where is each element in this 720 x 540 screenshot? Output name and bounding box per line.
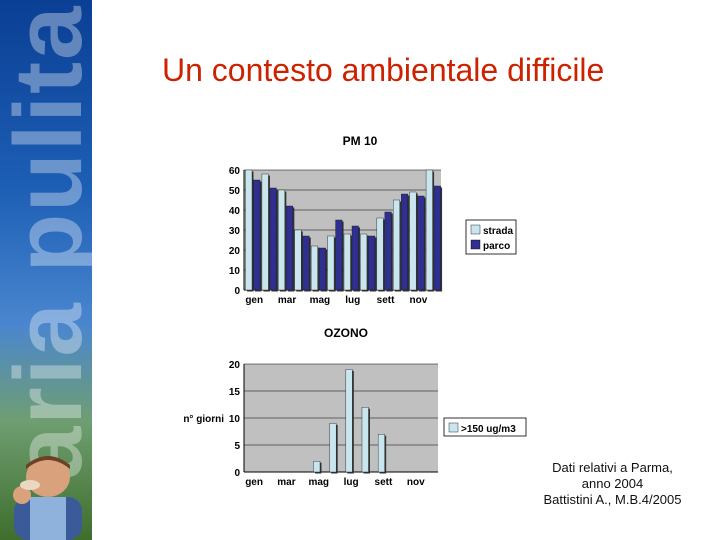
legend-label: >150 ug/m3 <box>461 424 516 435</box>
caption-line-3: Battistini A., M.B.4/2005 <box>543 492 682 507</box>
bar <box>302 235 310 291</box>
bar <box>425 169 433 291</box>
x-tick-label: mag <box>310 295 331 306</box>
bar <box>361 407 369 473</box>
bar <box>376 217 384 291</box>
bar <box>345 369 353 473</box>
bar <box>286 205 294 291</box>
legend-box <box>443 417 527 437</box>
bar <box>318 247 326 291</box>
y-tick-label: 0 <box>234 286 240 297</box>
x-tick-label: lug <box>345 295 360 306</box>
caption-line-1: Dati relativi a Parma, <box>552 460 673 475</box>
legend-swatch <box>470 224 481 235</box>
bar <box>409 191 417 291</box>
caption-line-2: anno 2004 <box>581 476 644 491</box>
x-tick-label: mar <box>278 295 296 306</box>
y-tick-label: 60 <box>229 166 241 177</box>
x-tick-label: sett <box>377 295 395 306</box>
y-tick-label: 30 <box>229 226 241 237</box>
bar <box>417 195 425 291</box>
x-tick-label: sett <box>375 477 393 488</box>
ozono-chart: OZONO 0 5 10 15 20 gen mar mag lug sett nov n° giorn… <box>183 326 527 488</box>
bar <box>368 235 376 291</box>
bar <box>329 423 337 473</box>
x-tick-label: mar <box>277 477 295 488</box>
bar <box>310 245 318 291</box>
bar <box>384 211 392 291</box>
legend-label: strada <box>483 226 513 237</box>
y-tick-label: 0 <box>234 468 240 479</box>
bar <box>253 179 261 291</box>
bar <box>351 225 359 291</box>
chart-title: OZONO <box>324 326 368 340</box>
bar <box>294 229 302 291</box>
y-tick-label: 10 <box>229 266 241 277</box>
bar <box>401 193 408 291</box>
sidebar-banner: aria pulita <box>0 0 92 540</box>
bar <box>278 189 286 291</box>
y-tick-label: 20 <box>229 360 241 371</box>
legend-swatch <box>470 239 481 250</box>
y-tick-label: 5 <box>234 441 240 452</box>
bar <box>269 187 277 291</box>
source-caption: Dati relativi a Parma, anno 2004 Battist… <box>530 460 695 508</box>
y-tick-label: 15 <box>229 387 241 398</box>
bar <box>393 199 400 291</box>
bar <box>360 233 368 291</box>
bar <box>261 173 269 291</box>
x-tick-label: lug <box>344 477 359 488</box>
bar <box>245 169 253 291</box>
y-tick-label: 40 <box>229 206 241 217</box>
bar <box>313 461 321 473</box>
y-axis-label: n° giorni <box>183 414 224 425</box>
bar <box>433 185 441 291</box>
legend-label: parco <box>483 241 510 252</box>
x-tick-label: mag <box>308 477 329 488</box>
legend-swatch <box>448 422 459 433</box>
y-tick-label: 50 <box>229 186 241 197</box>
x-tick-label: nov <box>409 295 427 306</box>
bar <box>327 235 335 291</box>
bar <box>335 219 343 291</box>
pm10-chart: PM 10 0 10 20 30 40 50 60 gen mar mag lug sett nov str… <box>229 134 517 306</box>
x-tick-label: gen <box>245 295 263 306</box>
y-tick-label: 10 <box>229 414 241 425</box>
child-photo <box>13 456 82 540</box>
y-tick-label: 20 <box>229 246 241 257</box>
bar <box>343 233 351 291</box>
slide-title: Un contesto ambientale difficile <box>162 52 605 88</box>
x-tick-label: nov <box>407 477 425 488</box>
bar <box>377 434 385 473</box>
x-tick-label: gen <box>245 477 263 488</box>
chart-title: PM 10 <box>343 134 378 148</box>
